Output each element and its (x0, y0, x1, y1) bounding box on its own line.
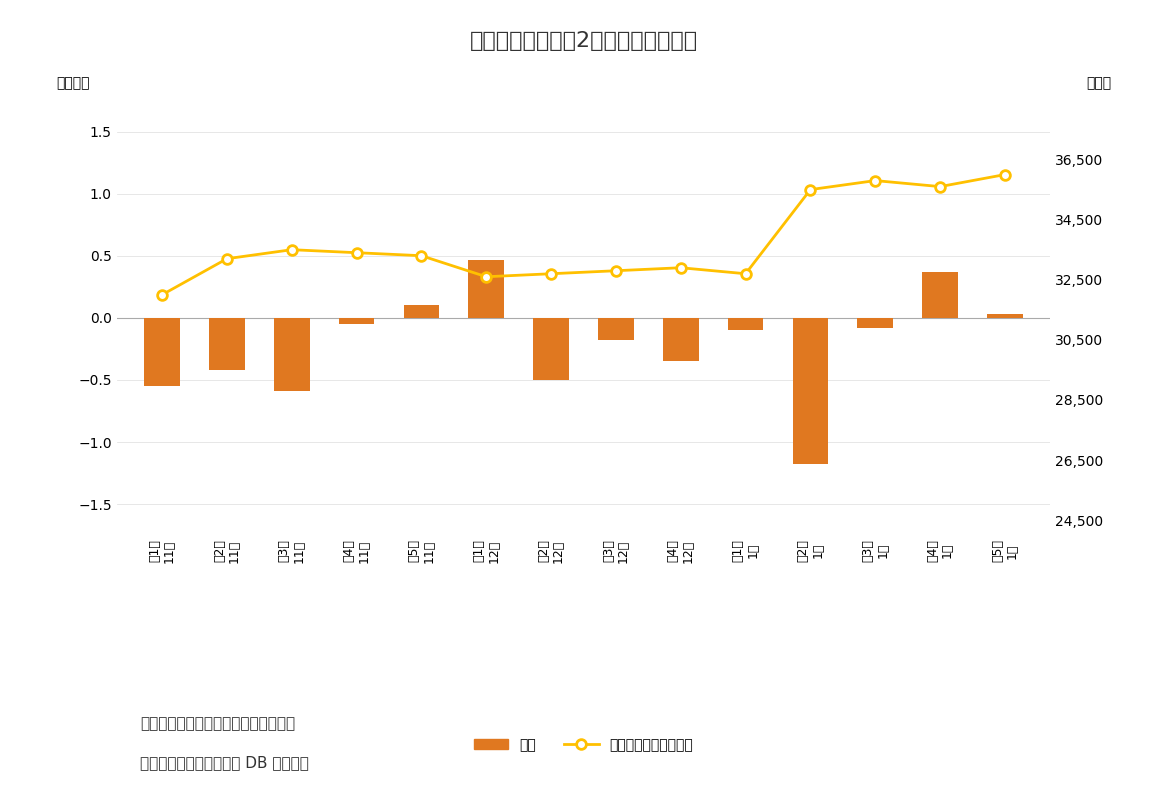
Bar (792, 318, 829, 464)
Bar (145, 318, 180, 386)
Legend: 個人, 日経平均株価（右軸）: 個人, 日経平均株価（右軸） (468, 732, 699, 757)
Bar (274, 318, 309, 391)
Bar (338, 318, 375, 324)
Bar (663, 318, 699, 361)
Bar (468, 260, 504, 318)
Bar (533, 318, 568, 380)
Bar (922, 272, 958, 318)
Text: （兆円）: （兆円） (56, 76, 90, 90)
Text: （注）個人の現物と先物の合計、週次: （注）個人の現物と先物の合計、週次 (140, 716, 295, 731)
Bar (209, 318, 245, 370)
Bar (728, 318, 763, 331)
Text: （円）: （円） (1085, 76, 1111, 90)
Bar (598, 318, 634, 340)
Text: 図表３　個人は第2週に大幅売り越し: 図表３ 個人は第2週に大幅売り越し (469, 31, 698, 51)
Bar (858, 318, 893, 328)
Bar (404, 305, 439, 318)
Text: （資料）ニッセイ基礎研 DB から作成: （資料）ニッセイ基礎研 DB から作成 (140, 756, 309, 770)
Bar (987, 314, 1022, 318)
